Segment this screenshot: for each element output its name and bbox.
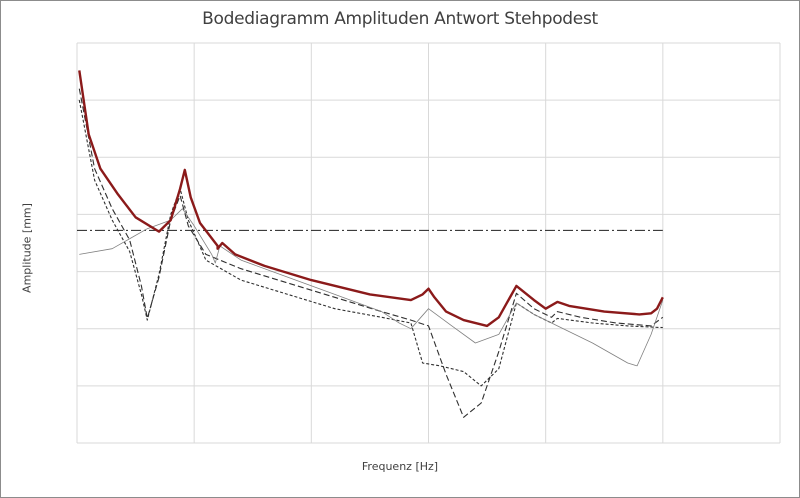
series-line-mode-3 — [79, 208, 664, 367]
series-line-gesamt — [78, 70, 664, 328]
gridlines — [76, 42, 781, 444]
data-series — [77, 70, 664, 418]
x-axis-label: Frequenz [Hz] — [361, 460, 439, 473]
chart-title: Bodediagramm Amplituden Antwort Stehpode… — [202, 9, 598, 29]
series-line-mode-1 — [78, 88, 664, 418]
series-line-mode-2 — [78, 99, 663, 387]
